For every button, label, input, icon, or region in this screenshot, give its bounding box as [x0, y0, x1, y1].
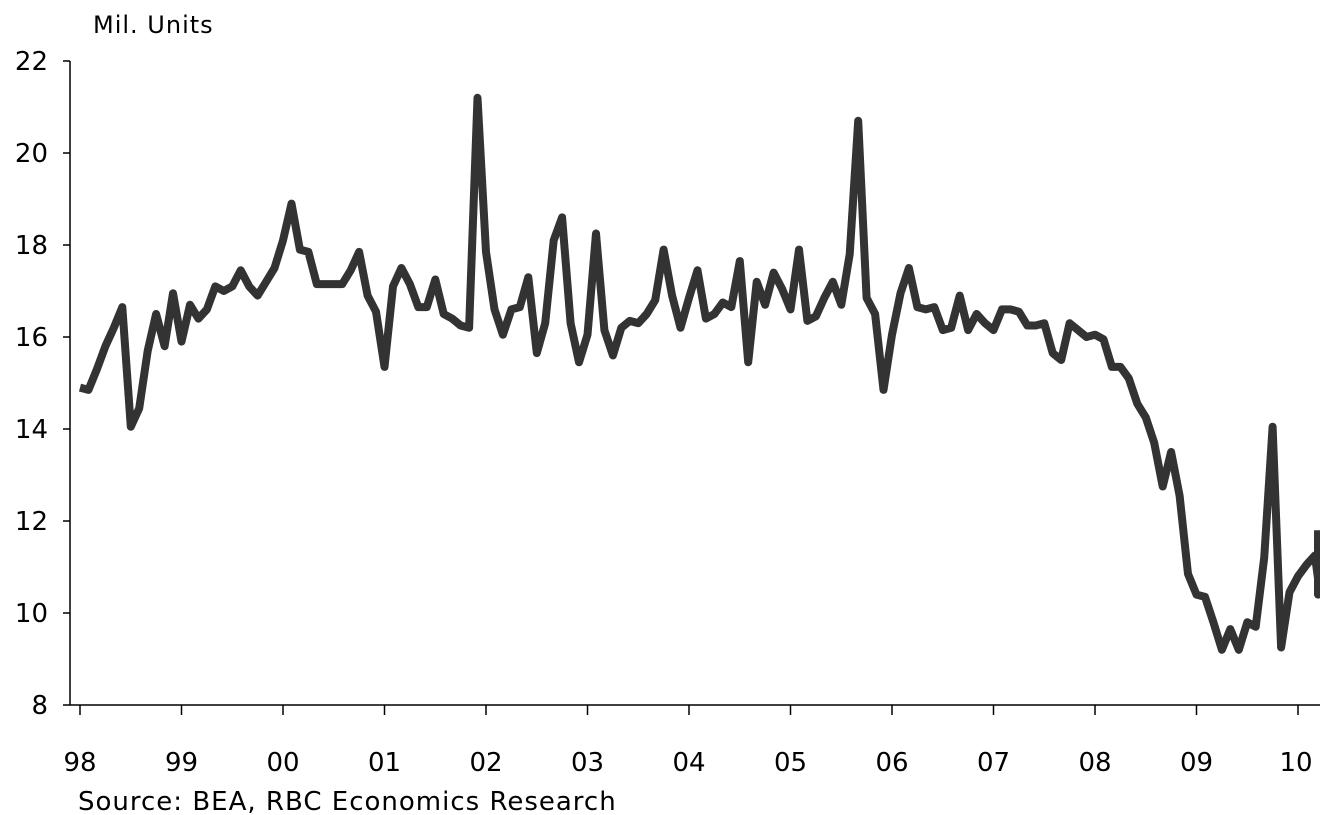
x-tick-label: 03: [571, 748, 604, 778]
y-tick-label: 18: [15, 231, 48, 261]
x-tick-label: 02: [469, 748, 502, 778]
x-tick-label: 06: [875, 748, 908, 778]
y-tick-label: 8: [31, 691, 48, 721]
x-tick-label: 01: [368, 748, 401, 778]
source-note: Source: BEA, RBC Economics Research: [78, 787, 617, 815]
x-tick-label: 99: [165, 748, 198, 778]
y-tick-label: 16: [15, 323, 48, 353]
x-tick-label: 08: [1078, 748, 1111, 778]
y-tick-label: 10: [15, 599, 48, 629]
x-tick-label: 00: [266, 748, 299, 778]
x-tick-label: 07: [977, 748, 1010, 778]
x-tick-label: 10: [1279, 748, 1312, 778]
x-tick-label: 04: [672, 748, 705, 778]
series-line-unit-sales: [78, 93, 1320, 654]
x-tick-label: 98: [63, 748, 96, 778]
y-tick-label: 22: [15, 47, 48, 77]
y-tick-label: 12: [15, 507, 48, 537]
x-axis-ticks: 98 99 00 01 02 03 04 05 06 07 08 09 10: [63, 705, 1313, 778]
y-axis-ticks: 8 10 12 14 16 18 20 22: [15, 47, 70, 721]
y-tick-label: 20: [15, 139, 48, 169]
y-tick-label: 14: [15, 415, 48, 445]
y-axis-unit-label: Mil. Units: [93, 11, 214, 39]
x-tick-label: 05: [774, 748, 807, 778]
x-tick-label: 09: [1180, 748, 1213, 778]
